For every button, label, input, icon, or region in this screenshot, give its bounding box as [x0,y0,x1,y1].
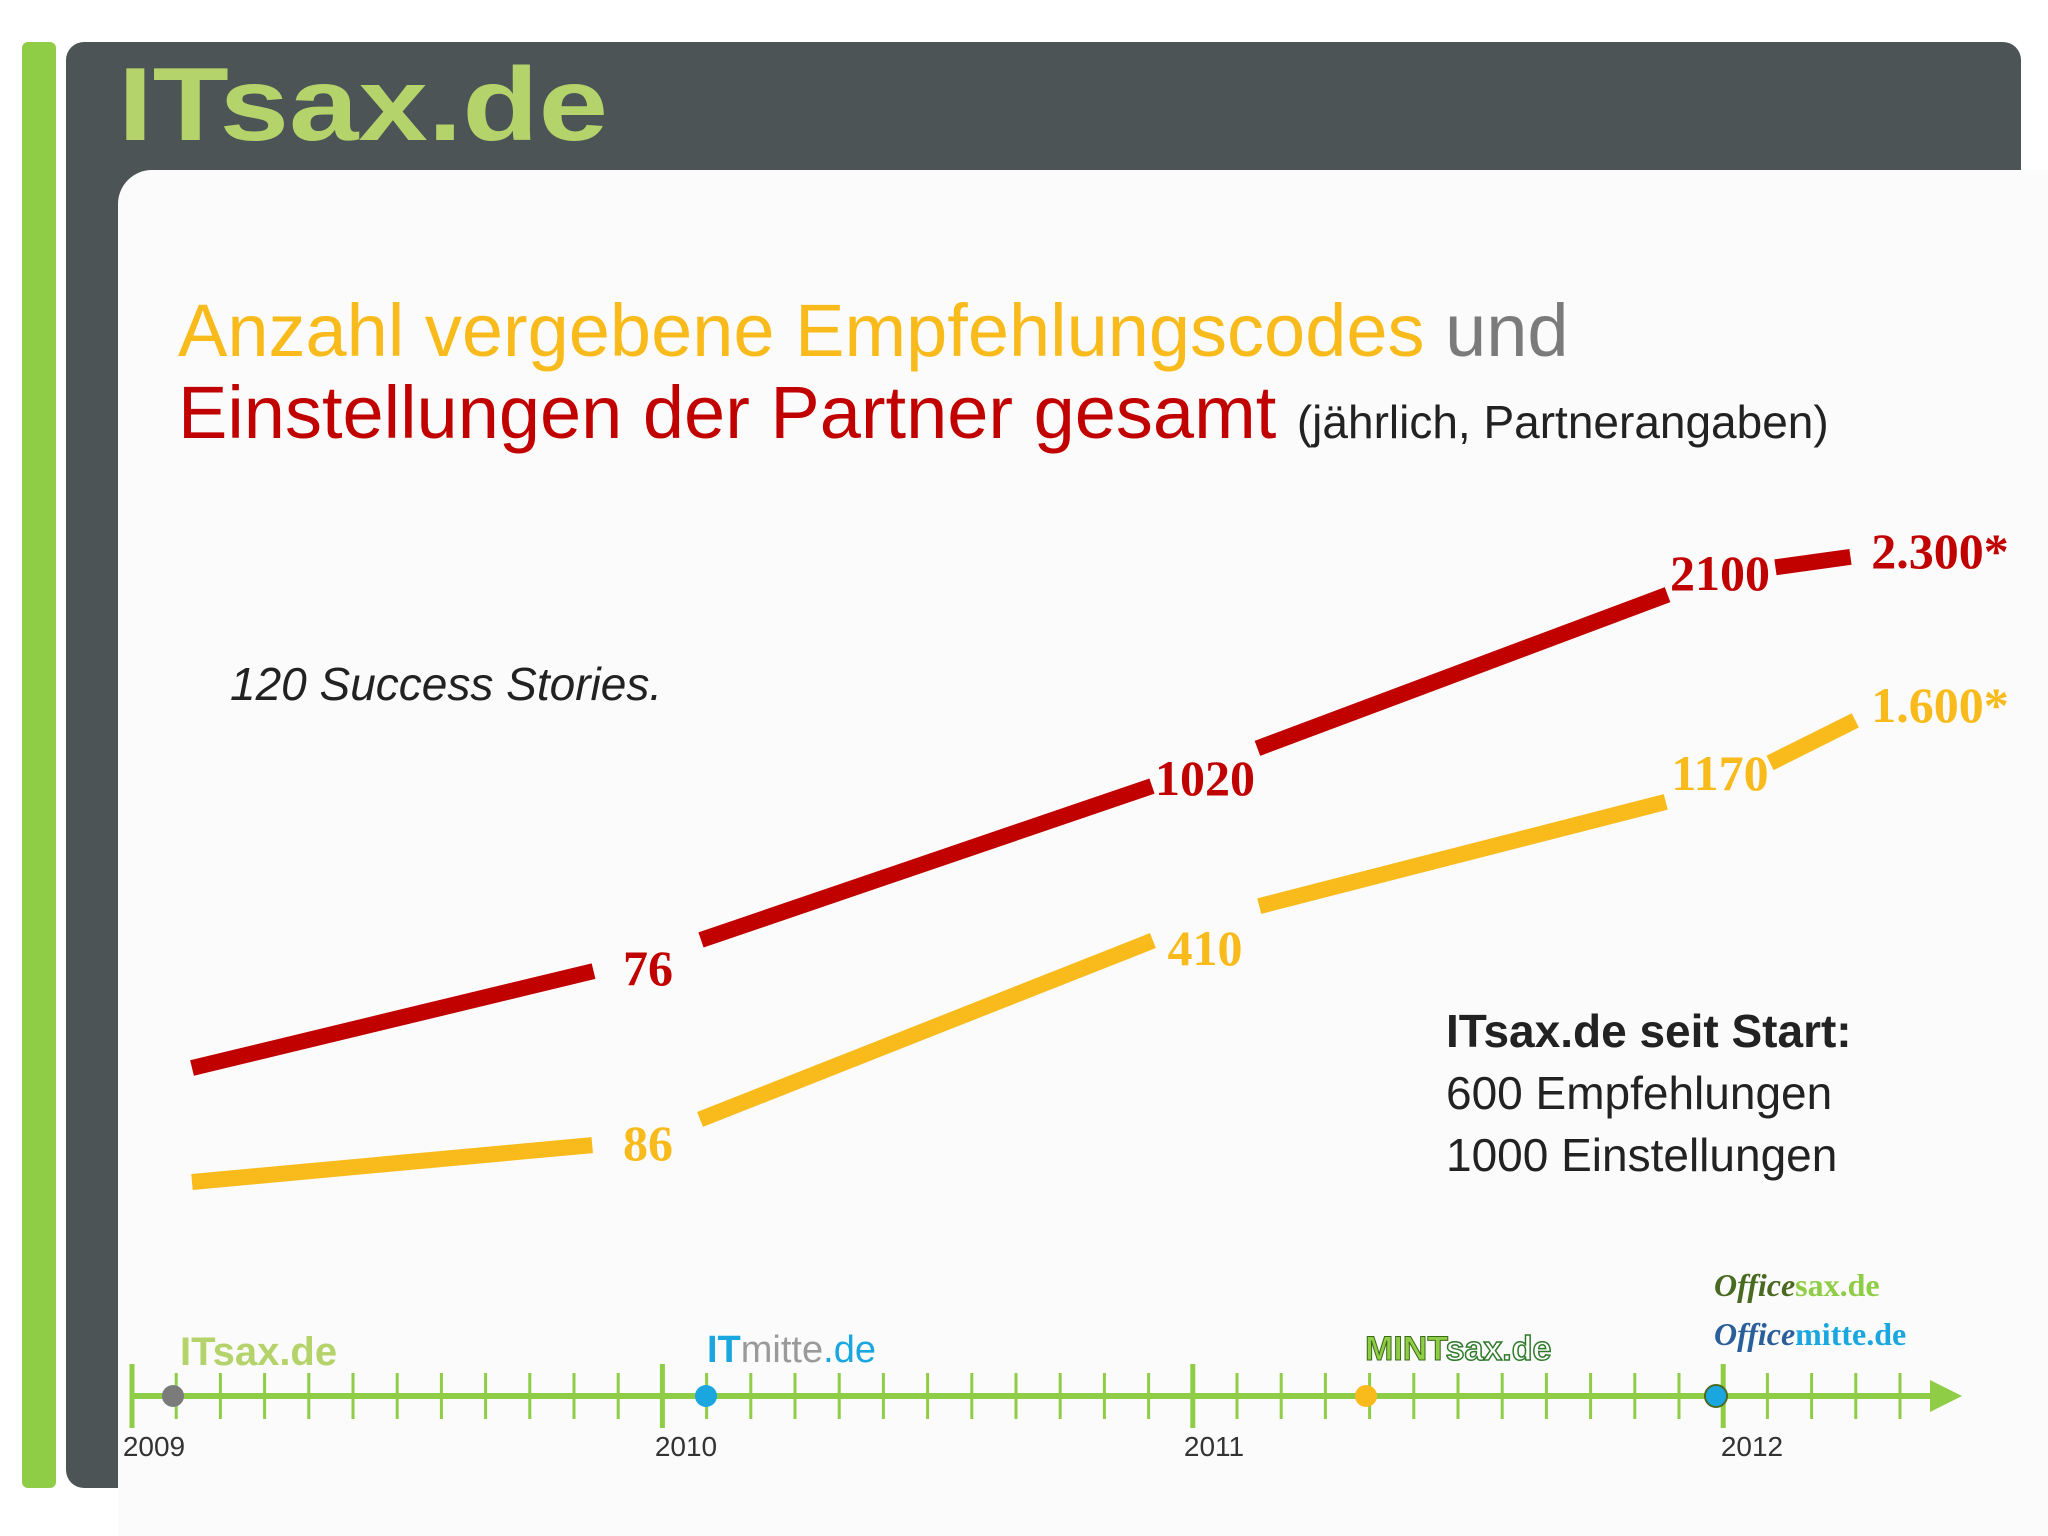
brand-officemitte: Officemitte.de [1714,1316,1906,1352]
chart-title-line-2: Einstellungen der Partner gesamt (jährli… [178,370,1829,455]
title-subtitle: (jährlich, Partnerangaben) [1296,396,1829,448]
timeline-milestone-dot [1704,1384,1728,1408]
empfehlungen-line-segment-1 [191,1137,593,1190]
einstellungen-line-segment-3 [1254,587,1671,756]
timeline-milestones [162,1384,1728,1408]
brand-logos: ITsax.de ITmitte.de MINTsax.de Officesax… [180,1267,1906,1374]
brand-officesax: Officesax.de [1714,1267,1880,1303]
empfehlungen-line-segment-2 [697,933,1156,1127]
einstellungen-value-label: 76 [623,940,673,996]
timeline-milestone-dot [1355,1385,1377,1407]
timeline-milestone-dot [162,1385,184,1407]
title-einstellungen: Einstellungen der Partner gesamt [178,371,1277,454]
einstellungen-line-segment-4 [1774,548,1852,576]
timeline-year-label: 2012 [1721,1431,1783,1462]
success-stories-note: 120 Success Stories. [230,658,663,710]
content-panel [118,170,2048,1536]
info-empfehlungen: 600 Empfehlungen [1446,1067,1833,1119]
timeline-year-label: 2009 [123,1431,185,1462]
einstellungen-value-label: 2100 [1670,545,1770,601]
brand-mintsax: MINTsax.de [1365,1330,1551,1368]
series-lines [190,548,1859,1190]
timeline-year-label: 2011 [1184,1431,1244,1462]
chart-title-line-1: Anzahl vergebene Empfehlungscodes und [178,288,1569,373]
itsax-logo: ITsax.de [118,48,608,158]
title-empfehlungscodes: Anzahl vergebene Empfehlungscodes [178,289,1425,372]
data-labels: 76 1020 2100 2.300* 86 410 1170 1.600* [623,523,2009,1171]
einstellungen-value-label: 1020 [1155,750,1255,806]
empfehlungen-value-label: 86 [623,1115,673,1171]
brand-itmitte: ITmitte.de [707,1329,876,1371]
timeline: 2009 2010 2011 2012 [123,1364,1962,1462]
info-box: ITsax.de seit Start: 600 Empfehlungen 10… [1446,1000,1852,1186]
empfehlungen-value-label: 1170 [1671,745,1768,801]
info-einstellungen: 1000 Einstellungen [1446,1129,1838,1181]
empfehlungen-line-segment-3 [1257,794,1668,914]
info-heading: ITsax.de seit Start: [1446,1005,1852,1057]
empfehlungen-line-segment-4 [1766,713,1859,771]
timeline-milestone-dot [695,1385,717,1407]
empfehlungen-value-label: 410 [1168,920,1243,976]
logo-text: ITsax.de [118,48,608,158]
einstellungen-line-segment-1 [190,963,596,1076]
left-accent-bar [22,42,56,1488]
timeline-ticks [129,1364,1902,1428]
empfehlungen-value-label: 1.600* [1871,677,2009,733]
einstellungen-line-segment-2 [698,778,1155,948]
timeline-year-label: 2010 [655,1431,717,1462]
brand-itsax: ITsax.de [180,1330,337,1374]
timeline-arrow-head [1930,1380,1962,1412]
timeline-years: 2009 2010 2011 2012 [123,1431,1783,1462]
einstellungen-value-label: 2.300* [1871,523,2009,579]
title-und: und [1445,289,1569,372]
